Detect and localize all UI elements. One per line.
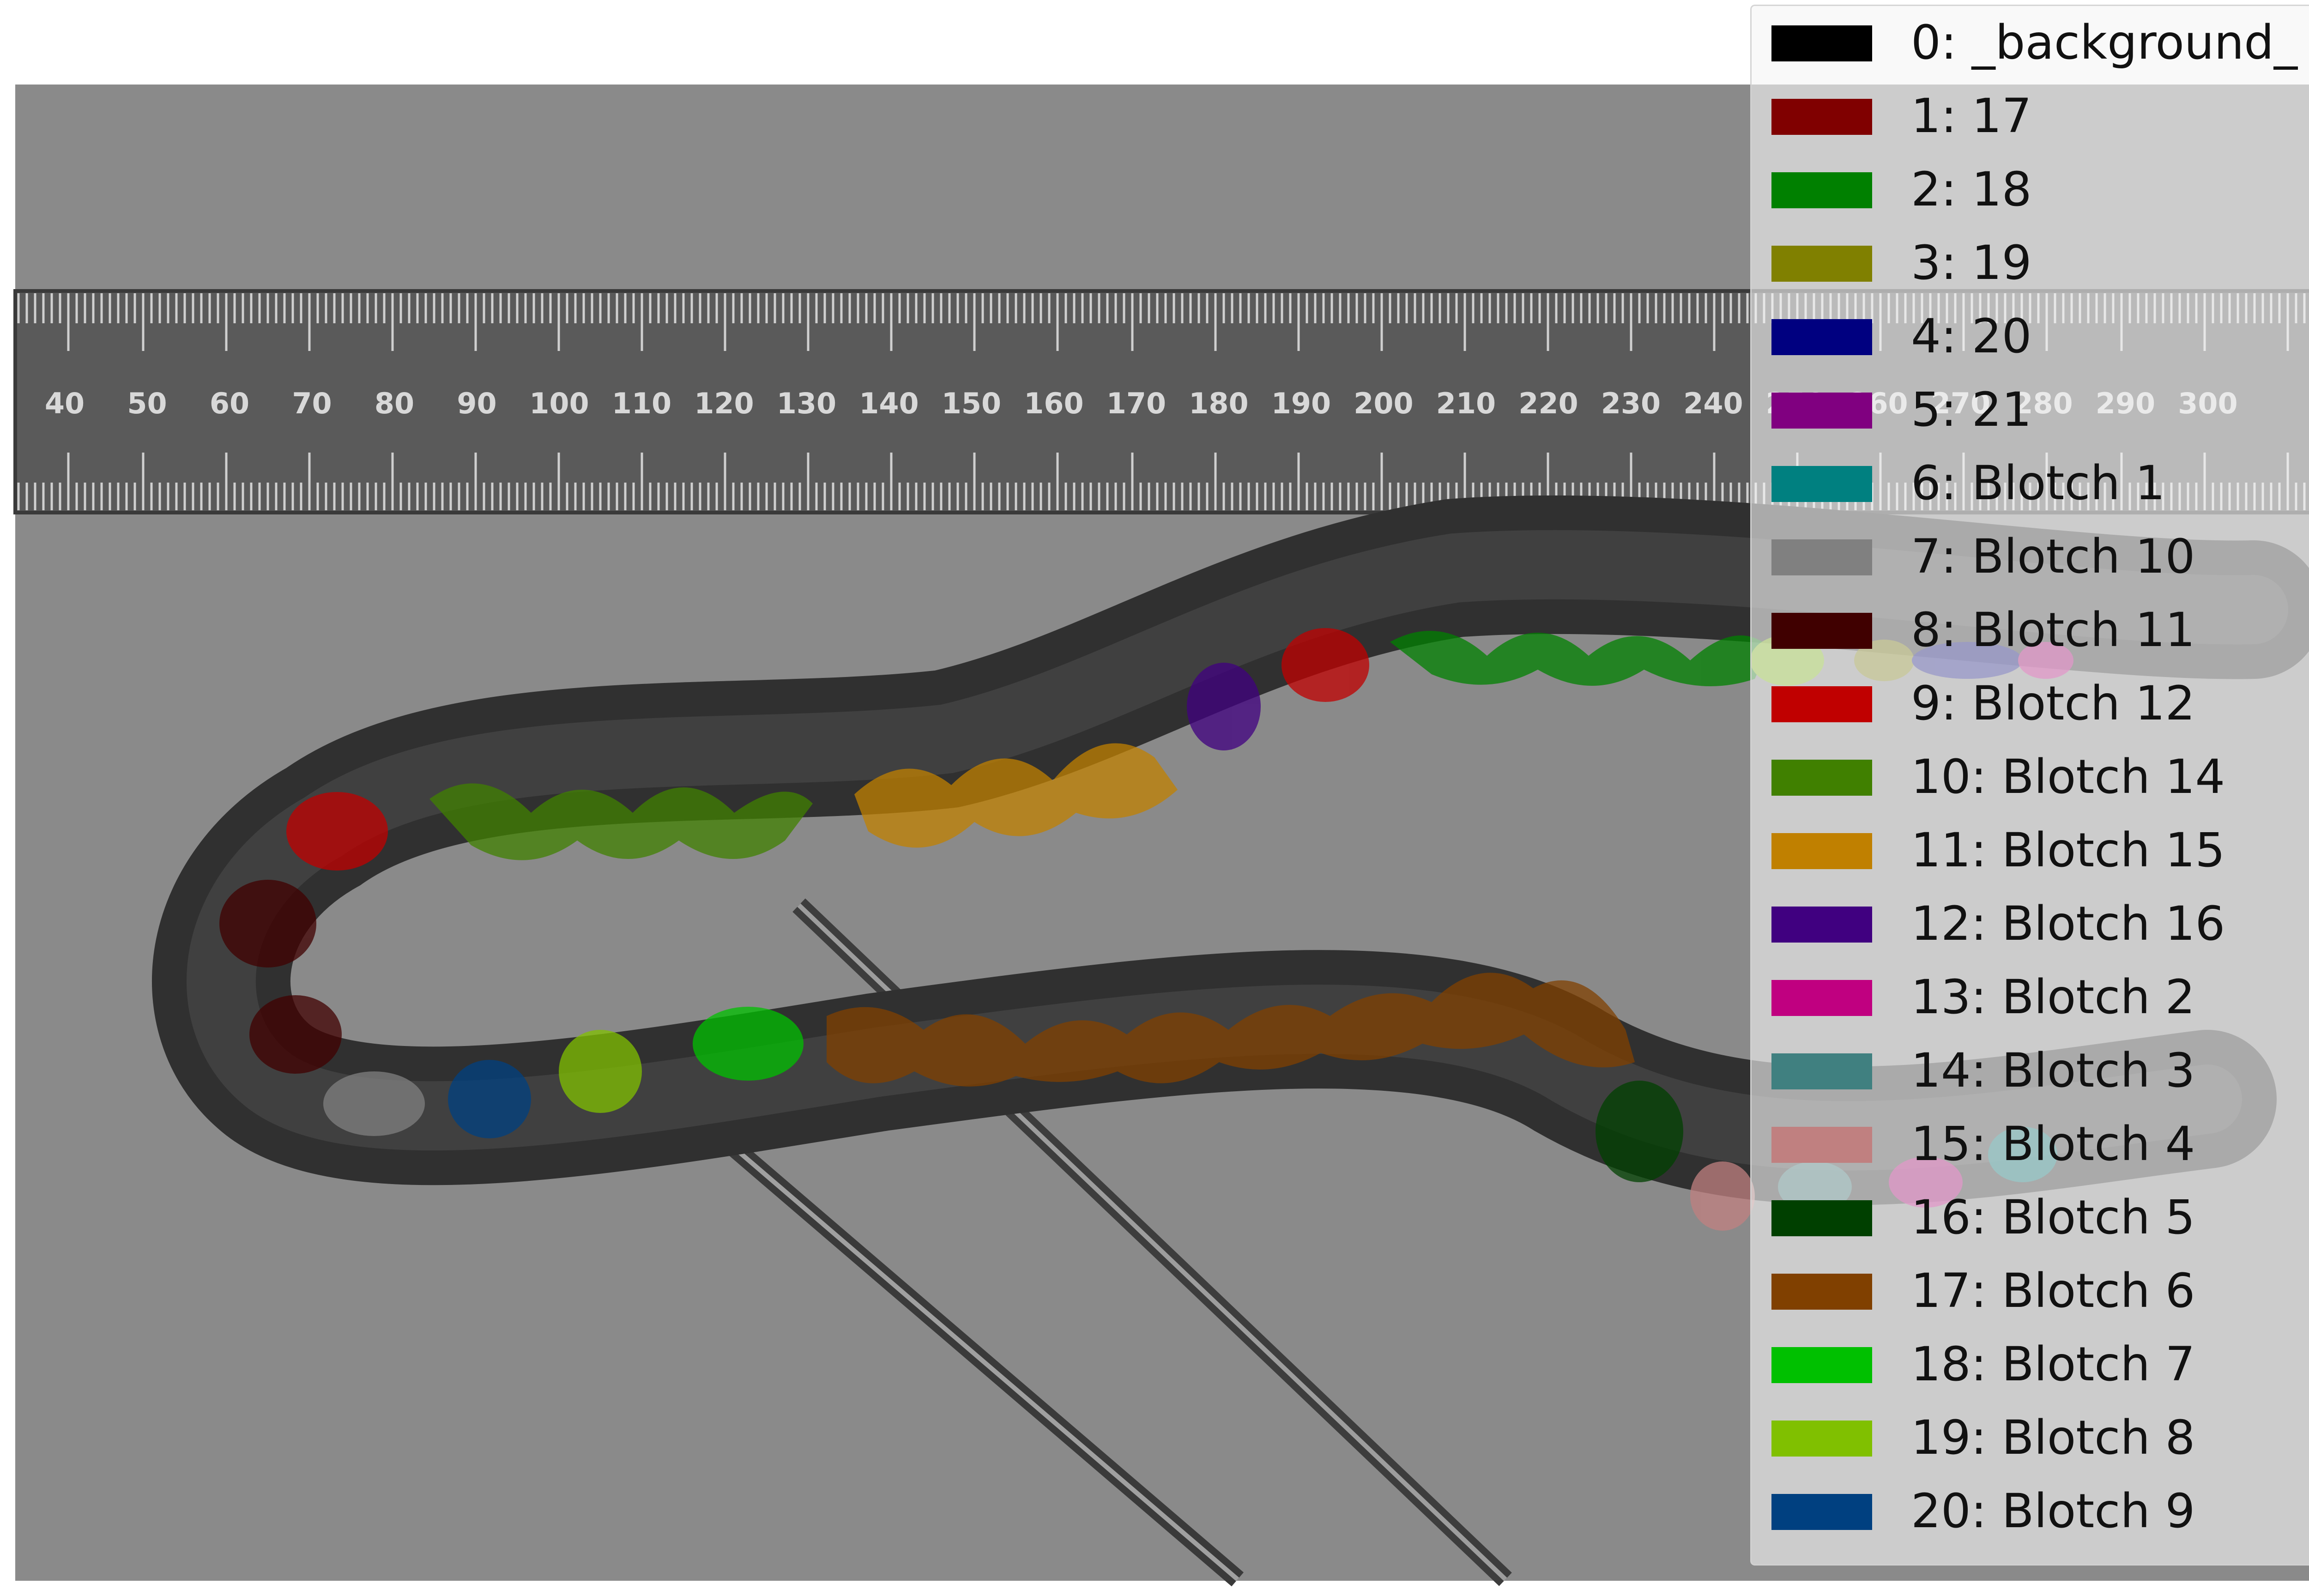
ruler-tick-label: 150 [942,387,1001,420]
legend-item: 8: Blotch 11 [1752,593,2309,667]
legend-swatch [1771,907,1872,943]
legend-label: 3: 19 [1911,236,2032,290]
ruler-tick-label: 80 [375,387,414,420]
legend-item: 12: Blotch 16 [1752,887,2309,961]
legend-item: 6: Blotch 1 [1752,447,2309,520]
legend-item: 7: Blotch 10 [1752,520,2309,593]
ruler-tick-label: 220 [1518,387,1578,420]
legend-label: 10: Blotch 14 [1911,750,2225,804]
legend-label: 9: Blotch 12 [1911,676,2195,731]
legend-swatch [1771,980,1872,1016]
legend-label: 19: Blotch 8 [1911,1410,2195,1465]
legend-label: 14: Blotch 3 [1911,1043,2195,1098]
ruler-tick-label: 230 [1601,387,1661,420]
legend-item: 16: Blotch 5 [1752,1181,2309,1254]
legend-swatch [1771,539,1872,575]
legend-label: 7: Blotch 10 [1911,529,2195,584]
legend-label: 18: Blotch 7 [1911,1337,2195,1392]
ruler-tick-label: 70 [292,387,332,420]
legend-label: 2: 18 [1911,162,2032,217]
ruler-tick-label: 190 [1271,387,1331,420]
legend-swatch [1771,686,1872,722]
legend-item: 18: Blotch 7 [1752,1328,2309,1401]
ruler-tick-label: 110 [612,387,671,420]
legend-label: 6: Blotch 1 [1911,456,2165,511]
ruler-tick-label: 120 [694,387,754,420]
legend-swatch [1771,246,1872,282]
ruler-tick-label: 240 [1683,387,1743,420]
legend-swatch [1771,833,1872,869]
legend-item: 4: 20 [1752,300,2309,373]
legend-label: 16: Blotch 5 [1911,1190,2195,1245]
legend-item: 20: Blotch 9 [1752,1475,2309,1548]
legend-item: 10: Blotch 14 [1752,740,2309,814]
legend-label: 13: Blotch 2 [1911,970,2195,1025]
legend-item: 19: Blotch 8 [1752,1401,2309,1475]
legend-label: 12: Blotch 16 [1911,896,2225,951]
legend-swatch [1771,1347,1872,1383]
legend-label: 0: _background_ [1911,15,2297,70]
legend-label: 5: 21 [1911,382,2032,437]
ruler-tick-label: 180 [1189,387,1248,420]
ruler-tick-label: 50 [127,387,167,420]
legend-label: 11: Blotch 15 [1911,823,2225,878]
legend-item: 5: 21 [1752,373,2309,447]
legend-swatch [1771,25,1872,61]
legend-swatch [1771,172,1872,208]
legend-item: 3: 19 [1752,226,2309,300]
legend-item: 2: 18 [1752,153,2309,226]
legend-label: 15: Blotch 4 [1911,1117,2195,1172]
ruler-tick-label: 100 [529,387,589,420]
legend-swatch [1771,319,1872,355]
legend-swatch [1771,613,1872,649]
legend-item: 11: Blotch 15 [1752,814,2309,887]
ruler-tick-label: 200 [1354,387,1413,420]
ruler-tick-label: 210 [1436,387,1496,420]
legend-item: 15: Blotch 4 [1752,1107,2309,1181]
legend-swatch [1771,760,1872,796]
legend-swatch [1771,1053,1872,1089]
legend-item: 9: Blotch 12 [1752,667,2309,740]
legend-item: 17: Blotch 6 [1752,1254,2309,1328]
ruler-tick-label: 160 [1024,387,1083,420]
legend-swatch [1771,1200,1872,1236]
ruler-tick-label: 60 [210,387,249,420]
legend-swatch [1771,1127,1872,1163]
legend-label: 17: Blotch 6 [1911,1264,2195,1318]
legend-swatch [1771,99,1872,135]
legend-swatch [1771,393,1872,429]
legend-label: 20: Blotch 9 [1911,1484,2195,1539]
legend-label: 8: Blotch 11 [1911,603,2195,658]
legend-item: 14: Blotch 3 [1752,1034,2309,1107]
legend: 0: _background_ 1: 17 2: 18 3: 19 4: 20 5: 21… [1750,5,2309,1566]
legend-item: 1: 17 [1752,79,2309,153]
legend-item: 0: _background_ [1752,6,2309,79]
legend-swatch [1771,466,1872,502]
ruler-tick-label: 90 [457,387,496,420]
legend-label: 1: 17 [1911,89,2032,144]
ruler-tick-label: 130 [777,387,836,420]
legend-label: 4: 20 [1911,309,2032,364]
legend-swatch [1771,1421,1872,1457]
legend-swatch [1771,1274,1872,1310]
legend-swatch [1771,1494,1872,1530]
ruler-tick-label: 40 [45,387,85,420]
legend-item: 13: Blotch 2 [1752,961,2309,1034]
ruler-tick-label: 170 [1106,387,1166,420]
ruler-tick-label: 140 [859,387,919,420]
snake-body [152,495,2309,1205]
